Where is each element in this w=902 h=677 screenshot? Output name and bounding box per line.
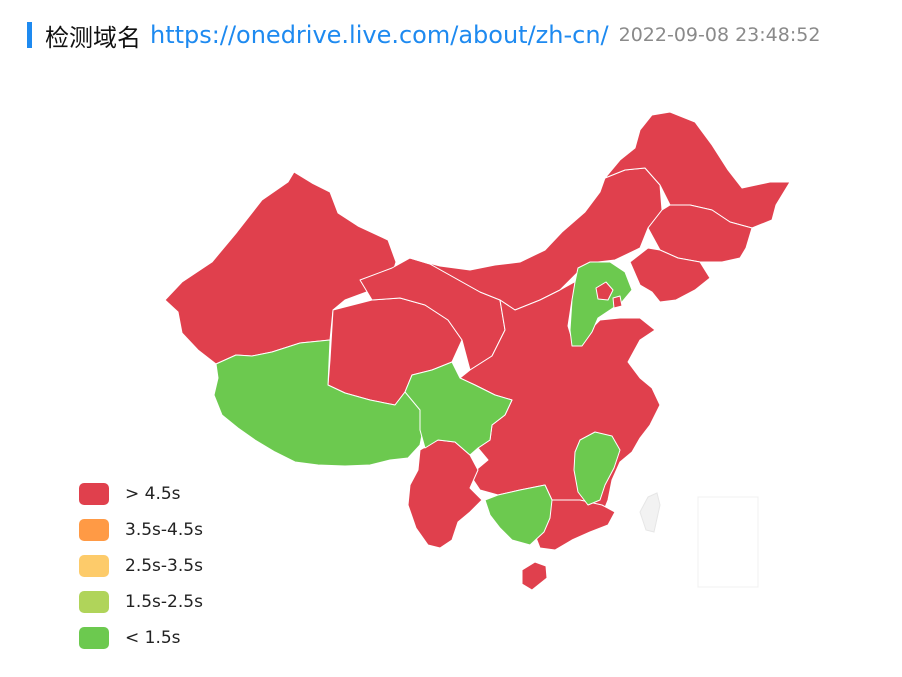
header-accent-bar bbox=[27, 22, 32, 48]
legend-swatch bbox=[79, 591, 109, 613]
guangdong-region[interactable] bbox=[534, 499, 616, 551]
page-title: 检测域名 bbox=[45, 23, 141, 52]
legend-item[interactable]: 3.5s-4.5s bbox=[79, 512, 203, 548]
legend-label: < 1.5s bbox=[125, 628, 181, 648]
legend-item[interactable]: < 1.5s bbox=[79, 620, 203, 656]
legend-swatch bbox=[79, 627, 109, 649]
hainan-region[interactable] bbox=[521, 561, 548, 591]
tianjin-marker[interactable] bbox=[612, 295, 623, 309]
legend-label: 3.5s-4.5s bbox=[125, 520, 203, 540]
liaoning-region[interactable] bbox=[629, 247, 711, 303]
sichuan-region[interactable] bbox=[404, 361, 513, 456]
legend-swatch bbox=[79, 555, 109, 577]
tibet-region[interactable] bbox=[213, 339, 426, 467]
guangxi-region[interactable] bbox=[484, 484, 553, 546]
latency-legend: > 4.5s 3.5s-4.5s 2.5s-3.5s 1.5s-2.5s < 1… bbox=[79, 476, 203, 656]
page-header: 检测域名 https://onedrive.live.com/about/zh-… bbox=[27, 18, 820, 52]
domain-link[interactable]: https://onedrive.live.com/about/zh-cn/ bbox=[150, 21, 609, 49]
hebei-region[interactable] bbox=[569, 261, 633, 347]
yunnan-region[interactable] bbox=[407, 439, 483, 549]
legend-item[interactable]: 1.5s-2.5s bbox=[79, 584, 203, 620]
south-sea-inset bbox=[697, 496, 759, 588]
beijing-marker[interactable] bbox=[595, 281, 614, 301]
legend-swatch bbox=[79, 519, 109, 541]
taiwan-outline bbox=[639, 492, 661, 533]
legend-item[interactable]: 2.5s-3.5s bbox=[79, 548, 203, 584]
legend-item[interactable]: > 4.5s bbox=[79, 476, 203, 512]
legend-label: > 4.5s bbox=[125, 484, 181, 504]
legend-label: 2.5s-3.5s bbox=[125, 556, 203, 576]
jiangxi-region[interactable] bbox=[573, 431, 621, 506]
legend-label: 1.5s-2.5s bbox=[125, 592, 203, 612]
check-timestamp: 2022-09-08 23:48:52 bbox=[618, 24, 821, 46]
legend-swatch bbox=[79, 483, 109, 505]
